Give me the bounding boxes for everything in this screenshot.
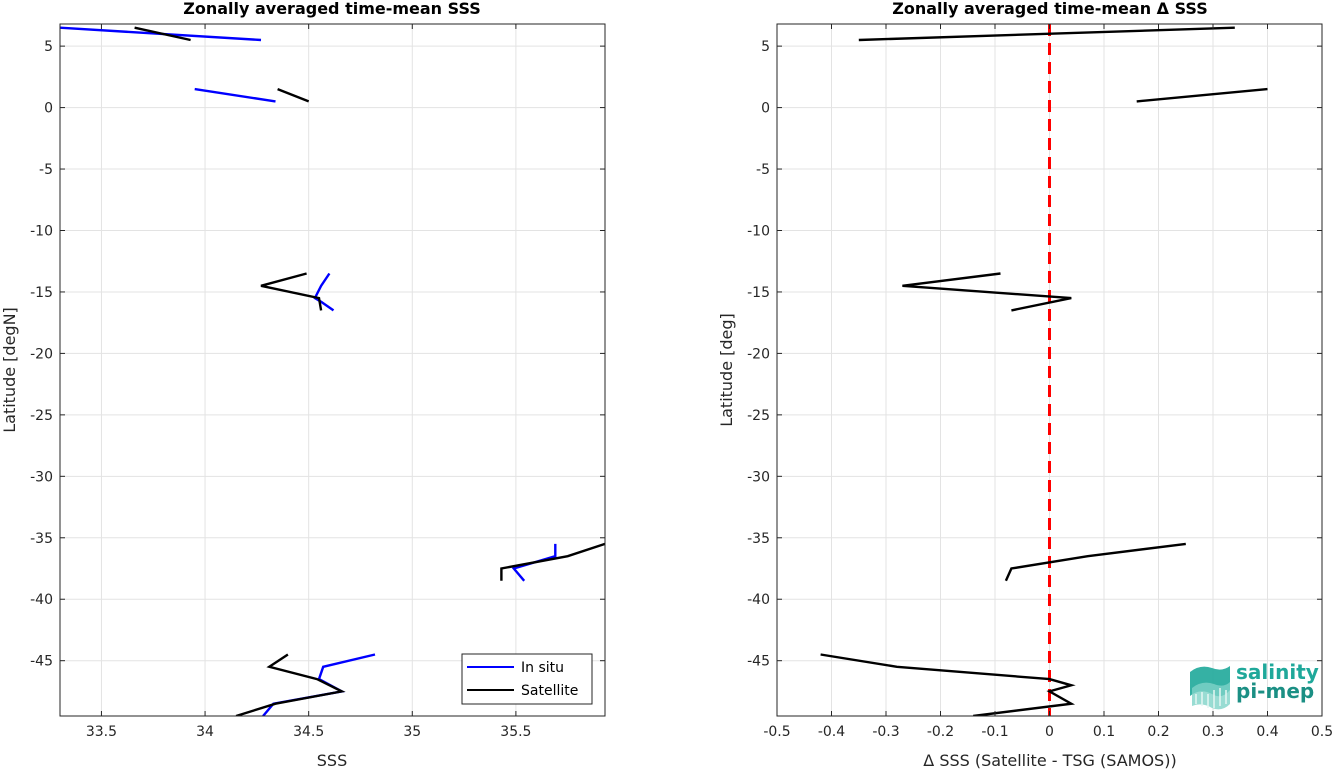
delta-sss-panel: Zonally averaged time-mean Δ SSS -0.5 -0.…: [717, 0, 1333, 769]
y-tick-label: -25: [30, 408, 53, 424]
y-tick-label: 5: [761, 39, 770, 55]
series-line-delta-sss-segment-1: [858, 26, 1235, 42]
y-tick-label: -30: [747, 469, 770, 485]
y-tick-label: -15: [30, 285, 53, 301]
logo-line1: salinity: [1236, 660, 1319, 684]
x-tick-label: 34: [196, 724, 214, 740]
legend-label-in-situ: In situ: [521, 660, 564, 676]
series-line-satellite-segment-3: [260, 272, 323, 311]
series-line-satellite-segment-1: [134, 26, 191, 42]
grid: [60, 24, 605, 716]
x-axis-label: Δ SSS (Satellite - TSG (SAMOS)): [923, 751, 1176, 769]
x-tick-label: 0.1: [1093, 724, 1115, 740]
x-tick-label: -0.2: [927, 724, 954, 740]
plot-frame: [59, 23, 606, 717]
x-tick-label: -0.3: [872, 724, 899, 740]
y-tick-label: 5: [44, 39, 53, 55]
series-line-satellite-segment-5: [235, 653, 346, 716]
y-tick-label: -40: [747, 592, 770, 608]
x-tick-label: 0: [1045, 724, 1054, 740]
y-tick-label: -5: [39, 162, 53, 178]
y-tick-label: -40: [30, 592, 53, 608]
salinity-pi-mep-logo: salinity pi-mep: [1190, 660, 1319, 710]
x-tick-label: 34.5: [293, 724, 324, 740]
y-tick-label: 0: [44, 101, 53, 117]
chart-title: Zonally averaged time-mean SSS: [183, 0, 481, 18]
series-line-satellite-segment-4: [500, 542, 605, 581]
y-tick-label: -20: [30, 346, 53, 362]
series-line-delta-sss-segment-4: [1004, 542, 1186, 582]
x-tick-label: 35.5: [500, 724, 531, 740]
wave-icon: [1190, 666, 1230, 710]
chart-title: Zonally averaged time-mean Δ SSS: [892, 0, 1208, 18]
x-tick-label: 0.4: [1256, 724, 1278, 740]
series-line-delta-sss-segment-3: [902, 272, 1072, 312]
series-line-delta-sss-segment-5: [820, 653, 1076, 716]
series-group: [820, 24, 1268, 716]
x-tick-label: -0.5: [763, 724, 790, 740]
series-group: [60, 26, 605, 716]
y-tick-label: -10: [747, 223, 770, 239]
logo-line2: pi-mep: [1236, 679, 1314, 703]
x-tick-label: 0.3: [1202, 724, 1224, 740]
y-tick-label: -15: [747, 285, 770, 301]
y-tick-label: -10: [30, 223, 53, 239]
y-tick-label: -5: [756, 162, 770, 178]
y-axis-label: Latitude [degN]: [0, 307, 19, 433]
series-line-satellite-segment-2: [277, 87, 310, 103]
legend-box: [461, 653, 593, 705]
series-line-in-situ-segment-5: [262, 653, 376, 716]
x-tick-label: 33.5: [86, 724, 117, 740]
ticks: 33.5 34 34.5 35 35.5 5 0 -5 -10 -15 -20 -25 -30 -35 -4…: [30, 24, 605, 740]
y-tick-label: -45: [30, 654, 53, 670]
series-line-in-situ-segment-2: [194, 87, 276, 103]
legend: In situ Satellite: [461, 653, 593, 705]
ticks: -0.5 -0.4 -0.3 -0.2 -0.1 0 0.1 0.2 0.3 0.4 0.5 5 0 -5…: [747, 24, 1333, 740]
y-tick-label: -20: [747, 346, 770, 362]
x-tick-label: 35: [403, 724, 421, 740]
y-tick-label: -35: [747, 531, 770, 547]
x-tick-label: -0.4: [818, 724, 845, 740]
y-tick-label: -30: [30, 469, 53, 485]
y-tick-label: -45: [747, 654, 770, 670]
sss-panel: Zonally averaged time-mean SSS 33.5 34 34.…: [0, 0, 606, 769]
x-tick-label: -0.1: [981, 724, 1008, 740]
y-tick-label: -35: [30, 531, 53, 547]
x-tick-label: 0.2: [1147, 724, 1169, 740]
x-axis-label: SSS: [317, 751, 347, 769]
x-tick-label: 0.5: [1311, 724, 1333, 740]
y-tick-label: -25: [747, 408, 770, 424]
series-line-delta-sss-segment-2: [1136, 87, 1268, 103]
y-axis-label: Latitude [deg]: [717, 313, 736, 427]
y-tick-label: 0: [761, 101, 770, 117]
legend-label-satellite: Satellite: [521, 683, 578, 699]
